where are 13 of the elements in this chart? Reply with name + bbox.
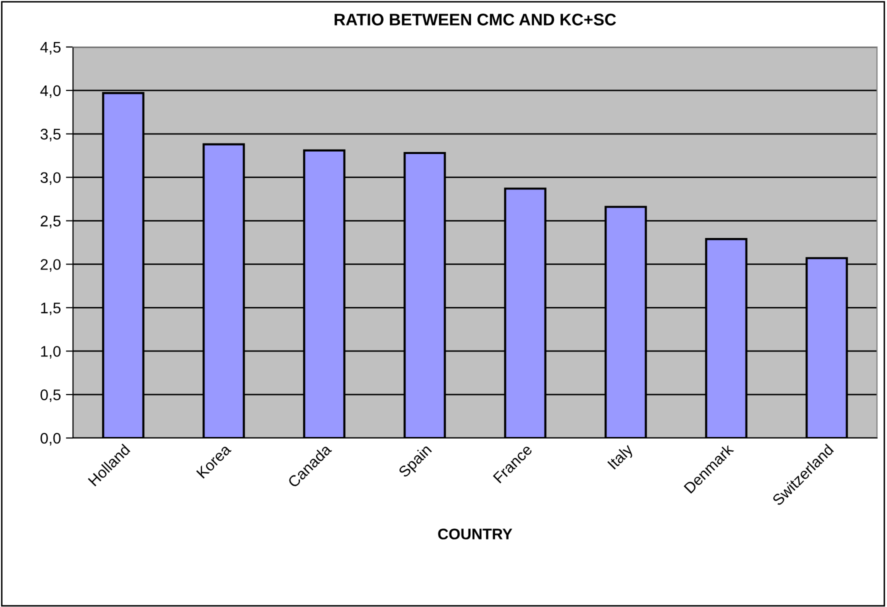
y-tick-label: 1,5 bbox=[41, 302, 61, 316]
y-tick-label: 1,0 bbox=[41, 346, 61, 359]
x-axis-title: COUNTRY bbox=[438, 528, 512, 540]
y-tick-label: 3,5 bbox=[40, 128, 61, 142]
y-tick-label: 4,5 bbox=[40, 42, 61, 54]
chart-title: RATIO BETWEEN CMC AND KC+SC bbox=[334, 14, 616, 26]
y-tick-label: 0,5 bbox=[40, 389, 61, 402]
x-tick-label: Italy bbox=[606, 442, 636, 472]
y-tick-label: 2,5 bbox=[40, 216, 61, 228]
y-tick-label: 0,0 bbox=[40, 432, 61, 446]
y-tick-label: 3,0 bbox=[40, 172, 61, 185]
y-tick-label: 2,0 bbox=[40, 259, 61, 272]
y-tick-label: 4,0 bbox=[40, 85, 61, 98]
